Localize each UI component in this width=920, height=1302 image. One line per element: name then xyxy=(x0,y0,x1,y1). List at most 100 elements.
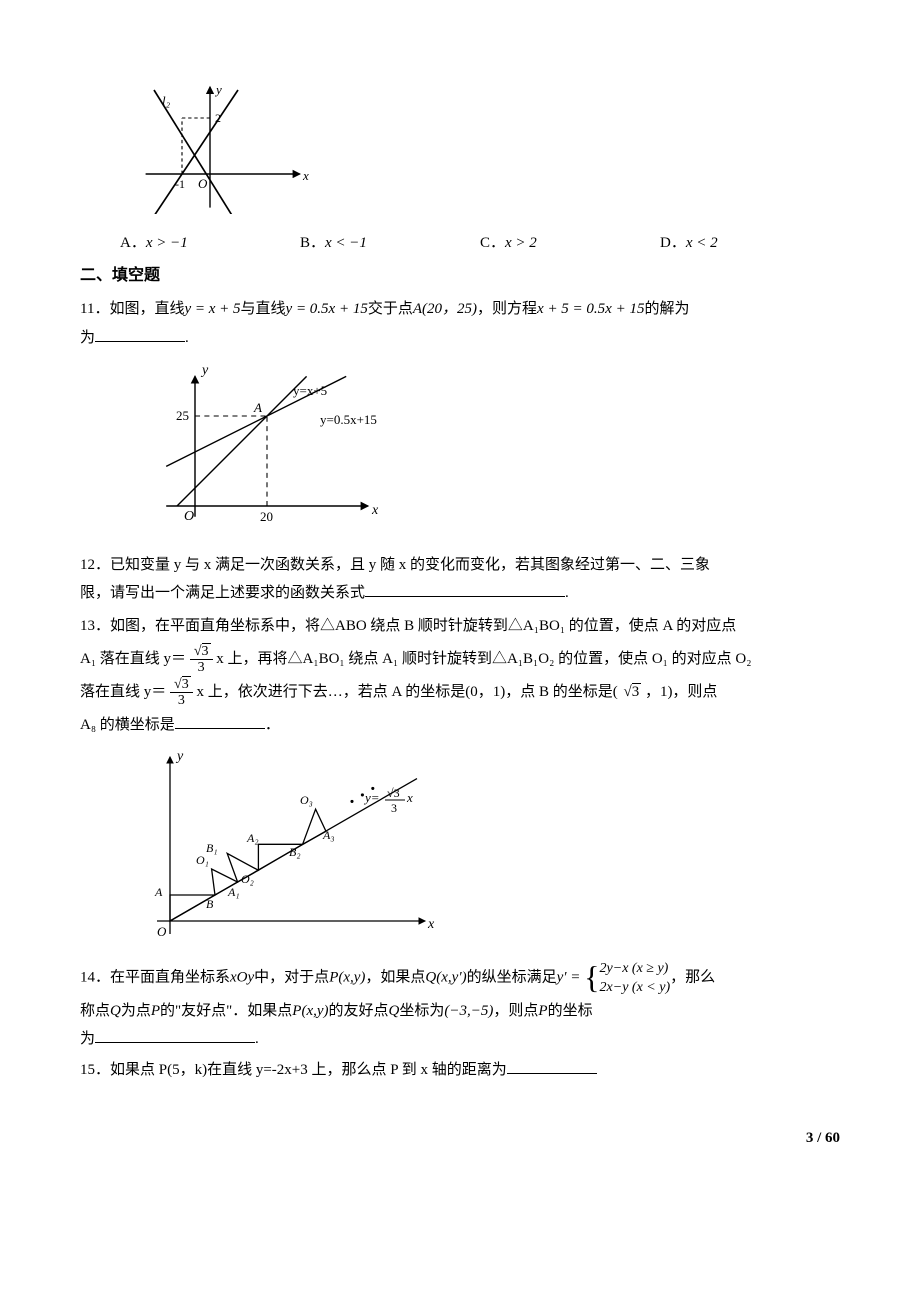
q12-blank xyxy=(365,582,565,597)
q14-t6: 称点 xyxy=(80,1003,110,1019)
question-15: 15．如果点 P(5，k)在直线 y=-2x+3 上，那么点 P 到 x 轴的距… xyxy=(80,1056,840,1085)
q13-sq2: 3 xyxy=(182,676,191,692)
svg-text:y: y xyxy=(214,84,222,97)
svg-text:y=0.5x+15: y=0.5x+15 xyxy=(320,412,377,427)
option-a: A．x > −1 xyxy=(120,229,300,258)
svg-text:x: x xyxy=(302,168,309,183)
svg-text:B: B xyxy=(206,897,214,911)
q11-eq1: y = x + 5 xyxy=(184,301,240,317)
svg-text:-1: -1 xyxy=(175,177,185,191)
q11-graph: x y 25 20 O A y=x+5 y=0.5x+15 xyxy=(140,356,840,547)
q10-graph: x y -1 2 O l₂ xyxy=(140,84,840,225)
q13-l4: A₈ 的横坐标是 xyxy=(80,717,175,733)
q13-sq1: 3 xyxy=(202,643,211,659)
svg-text:y: y xyxy=(200,363,209,378)
q11-eq3: x + 5 = 0.5x + 15 xyxy=(537,301,644,317)
q14-coord: (−3,−5) xyxy=(444,1003,493,1019)
q10-options: A．x > −1 B．x < −1 C．x > 2 D．x < 2 xyxy=(120,229,840,258)
svg-text:B₂: B₂ xyxy=(289,845,301,859)
page-footer: 3 / 60 xyxy=(80,1124,840,1153)
q13-l1: 13．如图，在平面直角坐标系中，将△ABO 绕点 B 顺时针旋转到△A₁BO₁ … xyxy=(80,618,736,634)
q13-frac2: 33 xyxy=(170,677,193,709)
svg-text:3: 3 xyxy=(391,801,397,815)
q14-t7: 为点 xyxy=(121,1003,151,1019)
q14-t3: ，如果点 xyxy=(365,970,425,986)
q14-period: . xyxy=(255,1031,259,1047)
q13-l2b: x 上，再将△A₁BO₁ 绕点 A₁ 顺时针旋转到△A₁B₁O₂ 的位置，使点 … xyxy=(213,651,752,667)
q13-l3c: ，1)，则点 xyxy=(641,684,717,700)
q14-c1: 2y−x (x ≥ y) xyxy=(600,960,671,978)
svg-text:x: x xyxy=(371,503,379,518)
svg-text:O: O xyxy=(184,509,194,524)
q14-t1: 14．在平面直角坐标系 xyxy=(80,970,230,986)
svg-text:x: x xyxy=(406,790,413,805)
footer-total: 60 xyxy=(825,1130,840,1146)
q14-xoy: xOy xyxy=(230,970,254,986)
q14-p: P(x,y) xyxy=(329,970,365,986)
svg-text:y: y xyxy=(175,749,184,764)
q14-ps2: P xyxy=(538,1003,547,1019)
opt-d-text: x < 2 xyxy=(686,235,718,251)
question-14: 14．在平面直角坐标系xOy中，对于点P(x,y)，如果点Q(x,y′)的纵坐标… xyxy=(80,960,840,1053)
q11-t4: ，则方程 xyxy=(477,301,537,317)
q13-sq3: 3 xyxy=(632,683,642,700)
svg-text:20: 20 xyxy=(260,509,273,524)
q11-t1: 11．如图，直线 xyxy=(80,301,184,317)
option-d: D．x < 2 xyxy=(660,229,840,258)
svg-text:y=x+5: y=x+5 xyxy=(293,383,327,398)
q14-t13: 为 xyxy=(80,1031,95,1047)
q14-piecewise: {2y−x (x ≥ y)2x−y (x < y) xyxy=(584,960,670,996)
question-11: 11．如图，直线y = x + 5与直线y = 0.5x + 15交于点A(20… xyxy=(80,295,840,352)
q11-period: . xyxy=(185,330,189,346)
opt-b-text: x < −1 xyxy=(325,235,367,251)
question-13: 13．如图，在平面直角坐标系中，将△ABO 绕点 B 顺时针旋转到△A₁BO₁ … xyxy=(80,610,840,742)
q14-t10: 坐标为 xyxy=(399,1003,444,1019)
svg-text:O₁: O₁ xyxy=(196,853,209,867)
q13-l3b: x 上，依次进行下去…，若点 A 的坐标是(0，1)，点 B 的坐标是( xyxy=(193,684,622,700)
q14-blank xyxy=(95,1028,255,1043)
section-2-heading: 二、填空题 xyxy=(80,261,840,291)
q11-t3: 交于点 xyxy=(368,301,413,317)
opt-a-text: x > −1 xyxy=(146,235,188,251)
q14-ps: P xyxy=(151,1003,160,1019)
svg-text:2: 2 xyxy=(215,111,221,125)
q14-yp: y′ = xyxy=(557,970,581,986)
q13-blank xyxy=(175,714,265,729)
q11-pt: A(20，25) xyxy=(413,301,477,317)
svg-text:l₂: l₂ xyxy=(162,93,171,108)
q14-t8: 的"友好点"．如果点 xyxy=(160,1003,292,1019)
svg-text:B₁: B₁ xyxy=(206,841,218,855)
q12-period: . xyxy=(565,585,569,601)
q14-t9: 的友好点 xyxy=(329,1003,389,1019)
svg-text:y=: y= xyxy=(363,790,380,805)
q14-qs: Q xyxy=(110,1003,121,1019)
q13-d2: 3 xyxy=(170,693,193,708)
q11-eq2: y = 0.5x + 15 xyxy=(286,301,368,317)
svg-text:A₁: A₁ xyxy=(227,885,240,899)
q13-d1: 3 xyxy=(190,660,213,675)
option-b: B．x < −1 xyxy=(300,229,480,258)
q13-l3a: 落在直线 y＝ xyxy=(80,684,170,700)
q13-graph: x y O A B O₁ A₁ B₁ O₂ A₂ B₂ A₃ O₃ y=√33x xyxy=(140,746,840,957)
svg-text:O: O xyxy=(198,176,208,191)
question-12: 12．已知变量 y 与 x 满足一次函数关系，且 y 随 x 的变化而变化，若其… xyxy=(80,551,840,608)
q14-c2: 2x−y (x < y) xyxy=(600,979,671,997)
option-c: C．x > 2 xyxy=(480,229,660,258)
q12-l2: 限，请写出一个满足上述要求的函数关系式 xyxy=(80,585,365,601)
opt-c-text: x > 2 xyxy=(505,235,537,251)
svg-text:O₃: O₃ xyxy=(300,793,313,807)
q14-qs2: Q xyxy=(389,1003,400,1019)
q11-blank xyxy=(95,327,185,342)
q14-t11: ，则点 xyxy=(493,1003,538,1019)
q13-frac1: 33 xyxy=(190,644,213,676)
svg-text:O₂: O₂ xyxy=(241,872,254,886)
svg-text:A₃: A₃ xyxy=(322,828,335,842)
q14-q: Q(x,y′) xyxy=(425,970,466,986)
svg-text:x: x xyxy=(427,917,435,932)
svg-text:A₂: A₂ xyxy=(246,831,259,845)
svg-text:A: A xyxy=(154,885,163,899)
q15-text: 15．如果点 P(5，k)在直线 y=-2x+3 上，那么点 P 到 x 轴的距… xyxy=(80,1062,507,1078)
q14-t4: 的纵坐标满足 xyxy=(467,970,557,986)
svg-text:O: O xyxy=(157,924,167,939)
q14-p2: P(x,y) xyxy=(292,1003,328,1019)
